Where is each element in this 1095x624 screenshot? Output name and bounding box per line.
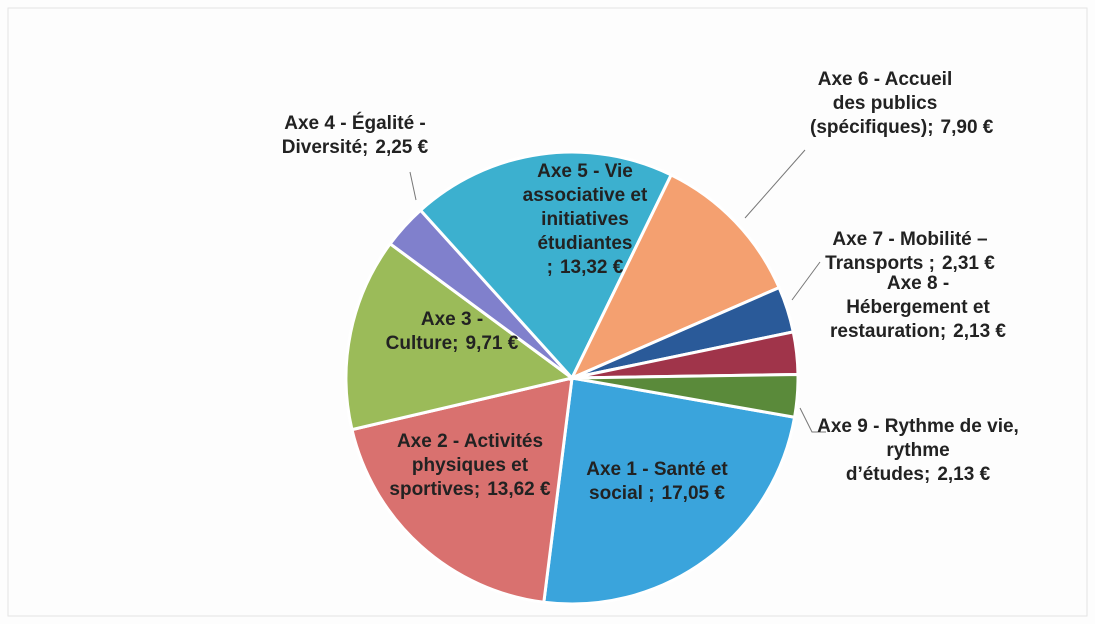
- data-label: Axe 5 - Vie associative et initiatives é…: [505, 160, 665, 280]
- leader-line: [744, 149, 806, 219]
- label-value: 7,90 €: [940, 117, 994, 138]
- label-category: Axe 4 - Égalité - Diversité;: [281, 113, 426, 158]
- data-label: Axe 9 - Rythme de vie, rythme d’études; 2…: [813, 415, 1023, 487]
- pie-slice: [350, 376, 574, 604]
- label-category: Axe 7 - Mobilité – Transports ;: [825, 229, 988, 274]
- label-value: 2,31 €: [941, 253, 995, 274]
- pie-slice: [542, 376, 797, 606]
- chart-border: [7, 7, 1088, 617]
- pie-slice: [571, 372, 800, 419]
- data-label: Axe 2 - Activités physiques et sportives…: [370, 430, 570, 502]
- pie-slice: [418, 150, 674, 381]
- data-label: Axe 7 - Mobilité – Transports ; 2,31 €: [815, 228, 1005, 276]
- label-value: 13,62 €: [487, 479, 551, 500]
- label-category: Axe 9 - Rythme de vie, rythme d’études;: [817, 416, 1019, 485]
- leader-line: [409, 171, 417, 201]
- label-value: 9,71 €: [465, 333, 519, 354]
- data-label: Axe 6 - Accueil des publics (spécifiques…: [810, 68, 993, 140]
- data-label: Axe 4 - Égalité - Diversité; 2,25 €: [250, 112, 460, 160]
- label-category: Axe 8 - Hébergement et restauration;: [830, 273, 990, 342]
- pie-slice: [568, 172, 782, 382]
- label-category: Axe 6 - Accueil des publics (spécifiques…: [810, 69, 953, 138]
- label-category: Axe 3 - Culture;: [385, 309, 484, 354]
- data-label: Axe 1 - Santé et social ; 17,05 €: [557, 458, 757, 506]
- label-value: 2,13 €: [953, 321, 1006, 342]
- leader-line: [799, 407, 826, 433]
- pie-slice: [344, 241, 576, 432]
- label-value: 2,13 €: [937, 464, 991, 485]
- data-label: Axe 8 - Hébergement et restauration; 2,13…: [828, 272, 1008, 344]
- slices: [344, 150, 800, 606]
- label-value: 13,32 €: [559, 257, 624, 278]
- label-category: Axe 1 - Santé et social ;: [586, 459, 728, 504]
- label-value: 2,25 €: [375, 137, 429, 158]
- label-value: 17,05 €: [661, 483, 725, 504]
- leader-line: [791, 261, 821, 301]
- data-label: Axe 3 - Culture; 9,71 €: [367, 308, 537, 356]
- label-category: Axe 5 - Vie associative et initiatives é…: [522, 161, 648, 278]
- label-category: Axe 2 - Activités physiques et sportives…: [389, 431, 544, 500]
